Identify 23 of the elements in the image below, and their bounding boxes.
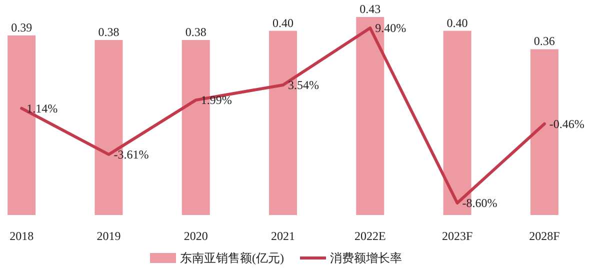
x-tick-label: 2028F (529, 229, 560, 243)
data-label: 0.36 (534, 34, 555, 48)
x-tick-label: 2022E (354, 229, 386, 243)
legend-label: 东南亚销售额(亿元) (180, 251, 284, 265)
data-label: -8.60% (462, 196, 498, 210)
data-label: 0.40 (446, 16, 468, 30)
data-label: 0.43 (360, 2, 381, 16)
data-label: 3.54% (288, 78, 319, 92)
legend-label: 消费额增长率 (330, 251, 402, 265)
data-label: 9.40% (375, 21, 406, 35)
x-tick-label: 2018 (10, 229, 34, 243)
data-label: 0.38 (185, 25, 206, 40)
x-tick-label: 2023F (442, 229, 473, 243)
data-label: 0.39 (11, 20, 32, 34)
data-label: -0.46% (549, 116, 584, 131)
x-tick-label: 2019 (96, 229, 121, 243)
data-label: -3.61% (114, 147, 149, 162)
x-tick-label: 2020 (184, 229, 208, 243)
x-tick-label: 2021 (271, 229, 295, 243)
data-label: 0.40 (272, 16, 294, 30)
data-label: 0.38 (98, 25, 120, 40)
data-label: 1.99% (200, 93, 232, 108)
data-label: 1.14% (26, 101, 58, 116)
